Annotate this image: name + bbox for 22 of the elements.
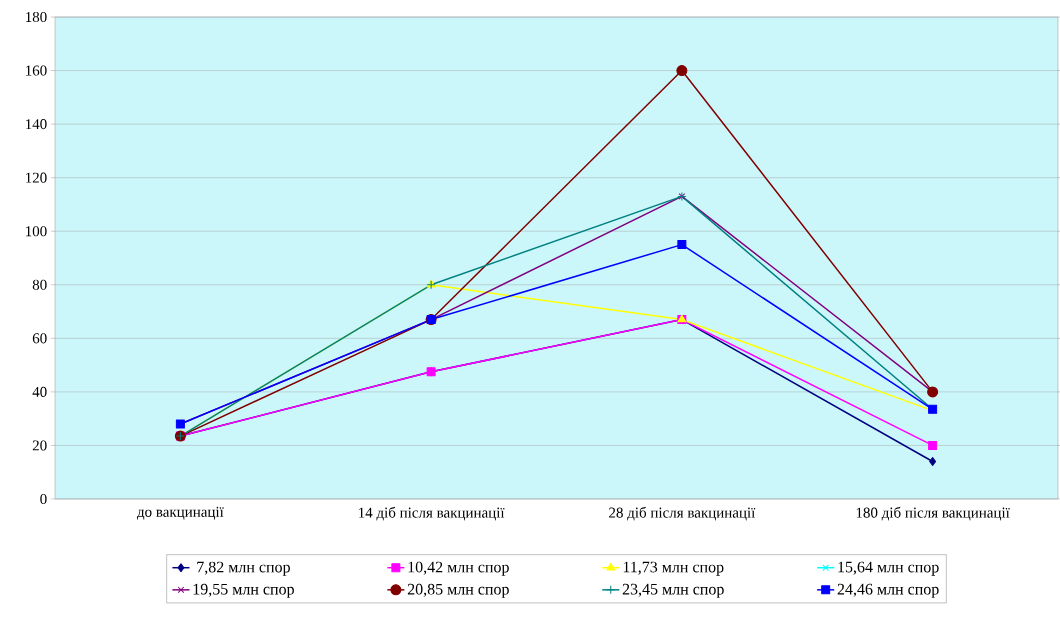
legend-label: 19,55 млн спор <box>193 583 294 598</box>
x-tick-label: до вакцинації <box>136 506 224 520</box>
legend-label: 11,73 млн спор <box>623 561 724 576</box>
x-tick-label: 180 діб після вакцинації <box>856 506 1010 521</box>
legend-label: 7,82 млн спор <box>197 561 290 576</box>
y-tick-label: 180 <box>26 11 47 23</box>
y-tick-label: 60 <box>32 333 47 344</box>
y-tick-label: 0 <box>40 493 47 505</box>
y-tick-label: 120 <box>26 172 47 183</box>
legend-label: 10,42 млн спор <box>408 561 509 576</box>
x-tick-label: 14 діб після вакцинації <box>359 506 505 521</box>
legend-label: 15,64 млн спор <box>838 561 939 576</box>
y-tick-label: 80 <box>32 279 47 290</box>
legend-label: 23,45 млн спор <box>622 583 724 598</box>
x-tick-label: 28 діб після вакцинації <box>609 506 756 521</box>
y-tick-label: 40 <box>32 386 47 397</box>
legend-label: 20,85 млн спор <box>407 583 509 598</box>
y-tick-label: 100 <box>26 226 47 237</box>
y-tick-label: 20 <box>32 440 47 451</box>
y-tick-label: 160 <box>26 65 47 76</box>
y-tick-label: 140 <box>26 119 47 130</box>
legend-label: 24,46 млн спор <box>837 583 939 598</box>
